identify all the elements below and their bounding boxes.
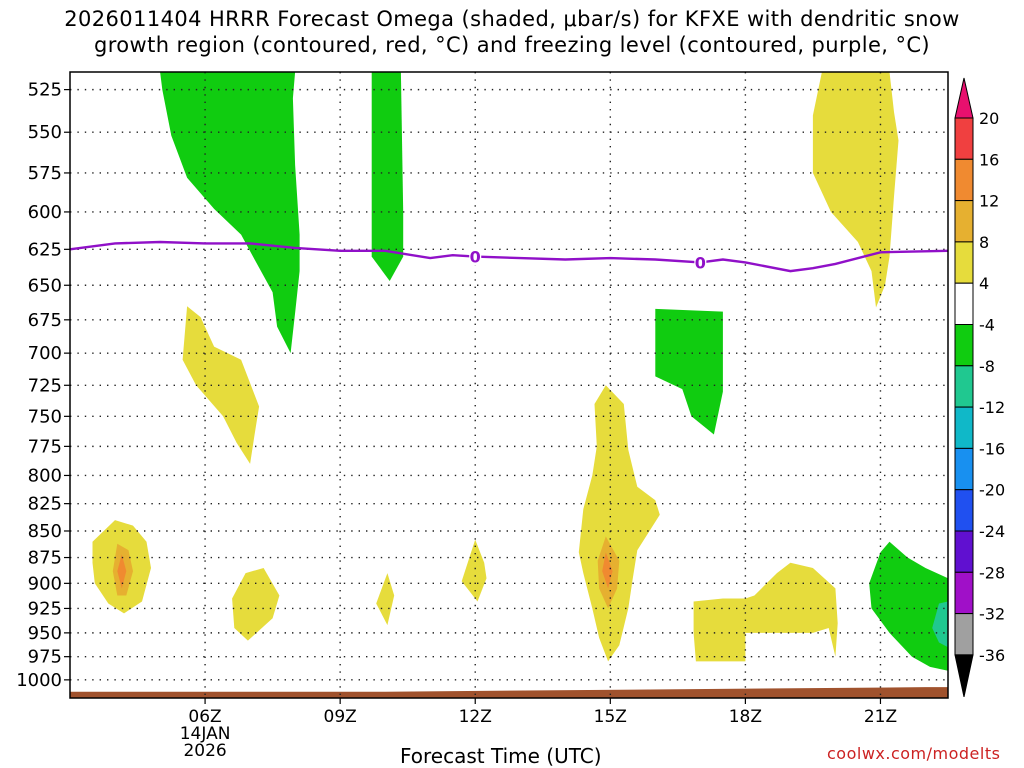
colorbar-box-3 (954, 241, 974, 284)
colorbar-box-12 (954, 613, 974, 656)
colorbar-label-0: 20 (979, 109, 999, 128)
y-tick-label-750: 750 (28, 406, 62, 427)
x-tick-label-21Z: 21Z (864, 707, 897, 727)
colorbar-box-7 (954, 406, 974, 449)
colorbar-bottom-arrow (954, 654, 974, 698)
credit-link[interactable]: coolwx.com/modelts (827, 744, 1001, 763)
colorbar-box-9 (954, 489, 974, 532)
sink-green-1700 (655, 308, 723, 435)
colorbar-box-5 (954, 324, 974, 367)
y-tick-label-725: 725 (28, 375, 62, 396)
y-tick-label-625: 625 (28, 239, 62, 260)
chart-title-line1: 2026011404 HRRR Forecast Omega (shaded, … (64, 7, 960, 31)
y-tick-label-850: 850 (28, 521, 62, 542)
freezing-level-label-0: 0 (470, 248, 481, 267)
colorbar-label-12: -32 (979, 605, 1005, 624)
lift-yellow-1800 (693, 562, 838, 662)
lift-yellow-1200 (461, 539, 487, 602)
x-tick-label-06Z: 06Z (188, 707, 221, 727)
y-tick-label-875: 875 (28, 548, 62, 569)
colorbar-label-11: -28 (979, 563, 1005, 582)
sink-green-2100 (869, 541, 948, 671)
lift-deeporange-0420 (117, 554, 127, 589)
x-tick-label-18Z: 18Z (729, 707, 762, 727)
chart-title-line2: growth region (contoured, red, °C) and f… (94, 33, 930, 57)
y-tick-label-700: 700 (28, 343, 62, 364)
colorbar-box-2 (954, 200, 974, 243)
colorbar-box-8 (954, 447, 974, 491)
colorbar-box-10 (954, 530, 974, 573)
sink-band-green-1000 (371, 72, 404, 281)
y-tick-label-775: 775 (28, 436, 62, 457)
gridlines (70, 72, 948, 698)
colorbar-label-7: -12 (979, 398, 1005, 417)
colorbar-box-11 (954, 571, 974, 615)
colorbar-label-1: 16 (979, 150, 999, 169)
y-tick-label-1000: 1000 (16, 670, 62, 691)
y-axis: 525 550 575 600 625 650 675 700 725 750 775 800 825 8… (16, 80, 70, 691)
colorbar-label-9: -20 (979, 481, 1005, 500)
colorbar-top-arrow (954, 77, 974, 119)
x-tick-label-15Z: 15Z (594, 707, 627, 727)
colorbar-label-2: 12 (979, 192, 999, 211)
y-tick-label-650: 650 (28, 275, 62, 296)
x-axis-title: Forecast Time (UTC) (400, 744, 602, 768)
lift-yellow-1000 (376, 573, 395, 626)
terrain-fill (70, 687, 948, 698)
y-tick-label-925: 925 (28, 598, 62, 619)
colorbar-label-10: -24 (979, 522, 1005, 541)
freezing-level-line (69, 240, 949, 273)
y-tick-label-675: 675 (28, 310, 62, 331)
omega-shading (92, 72, 948, 671)
y-tick-label-950: 950 (28, 623, 62, 644)
freezing-level-label-bg-1 (694, 253, 707, 272)
freezing-level-label-bg-0 (469, 247, 482, 266)
x-date-label-year: 2026 (183, 741, 226, 761)
colorbar-box-1 (954, 158, 974, 202)
colorbar-box-6 (954, 365, 974, 408)
y-tick-label-975: 975 (28, 647, 62, 668)
colorbar-label-5: -4 (979, 316, 995, 335)
lift-yellow-1500 (578, 385, 660, 662)
terrain-strip (70, 687, 948, 698)
lift-yellow-0700 (232, 568, 280, 641)
chart-title: 2026011404 HRRR Forecast Omega (shaded, … (0, 6, 1024, 58)
y-tick-label-900: 900 (28, 573, 62, 594)
colorbar-label-13: -36 (979, 646, 1005, 665)
y-tick-label-550: 550 (28, 122, 62, 143)
colorbar: 20 16 12 8 4 -4 -8 -12 -16 -20 -24 -28 -32 -36 (954, 77, 1005, 698)
y-tick-label-800: 800 (28, 465, 62, 486)
sink-teal-2130 (932, 601, 948, 648)
colorbar-label-6: -8 (979, 357, 995, 376)
freezing-level-label-1: 0 (695, 253, 706, 272)
sink-band-green-0530 (160, 72, 300, 354)
colorbar-box-0 (954, 117, 974, 160)
x-date-label-day: 14JAN (180, 724, 231, 744)
y-tick-label-600: 600 (28, 202, 62, 223)
x-tick-label-12Z: 12Z (459, 707, 492, 727)
y-tick-label-525: 525 (28, 80, 62, 101)
colorbar-box-4 (954, 282, 974, 326)
y-tick-label-575: 575 (28, 163, 62, 184)
y-tick-label-825: 825 (28, 494, 62, 515)
colorbar-label-4: 4 (979, 274, 989, 293)
colorbar-label-8: -16 (979, 439, 1005, 458)
colorbar-label-3: 8 (979, 233, 989, 252)
lift-deeporange-1500 (602, 552, 613, 589)
x-tick-label-09Z: 09Z (324, 707, 357, 727)
lift-yellow-2000 (812, 72, 899, 308)
lift-yellow-0600 (182, 306, 260, 464)
